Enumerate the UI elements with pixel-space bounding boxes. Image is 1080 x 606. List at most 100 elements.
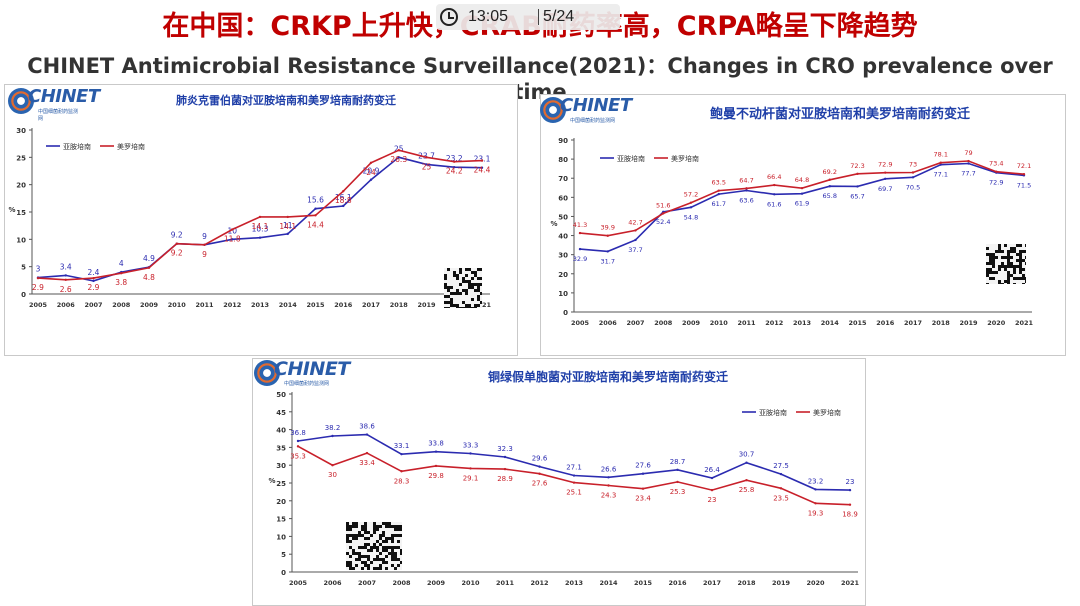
x-tick-label: 2008: [654, 319, 673, 327]
data-label: 61.7: [712, 200, 726, 208]
data-label: 64.7: [739, 176, 753, 184]
data-point: [641, 472, 645, 475]
chinet-logo-1: CHINET 中国细菌耐药监测网: [8, 86, 100, 122]
data-label: 32.3: [497, 445, 513, 453]
data-point: [369, 178, 373, 181]
data-point: [911, 176, 915, 179]
data-point: [689, 201, 693, 204]
data-point: [800, 192, 804, 195]
chart-panel-ab: 鲍曼不动杆菌对亚胺培南和美罗培南耐药变迁 0 10 20 30 40 50 60 70 80 90%…: [540, 94, 1066, 356]
data-point: [453, 165, 456, 169]
x-tick-label: 2005: [29, 301, 48, 309]
data-point: [314, 214, 317, 217]
data-label: 23.2: [446, 154, 463, 163]
data-label: 30.7: [739, 451, 755, 459]
y-tick-label: 0: [563, 309, 568, 317]
data-label: 63.6: [739, 196, 753, 204]
data-label: 72.9: [989, 179, 1003, 187]
qr-code-pa: [346, 522, 403, 570]
y-tick-label: 40: [276, 427, 286, 435]
y-tick-label: 15: [16, 209, 26, 217]
data-point: [828, 185, 831, 188]
data-point: [480, 166, 484, 169]
x-tick-label: 2011: [737, 319, 756, 327]
data-label: 73: [909, 160, 917, 168]
x-tick-label: 2018: [932, 319, 951, 327]
qr-code-ab: [986, 244, 1028, 286]
data-label: 26.3: [390, 155, 407, 164]
slide-subtitle: CHINET Antimicrobial Resistance Surveill…: [27, 54, 1053, 104]
data-label: 25: [394, 144, 404, 153]
data-point: [745, 478, 748, 482]
x-tick-label: 2014: [821, 319, 840, 327]
data-label: 2.9: [32, 283, 44, 292]
data-label: 31.7: [601, 257, 615, 265]
x-tick-label: 2010: [710, 319, 729, 327]
chart-ab: 鲍曼不动杆菌对亚胺培南和美罗培南耐药变迁 0 10 20 30 40 50 60 70 80 90%…: [540, 94, 1066, 356]
data-label: 64.8: [795, 176, 809, 184]
data-label: 42.7: [628, 218, 642, 226]
y-tick-label: 90: [558, 137, 568, 145]
data-point: [425, 163, 428, 166]
data-point: [634, 229, 637, 232]
data-label: 61.6: [767, 200, 781, 208]
x-tick-label: 2015: [306, 301, 325, 309]
data-label: 3.4: [60, 262, 72, 271]
data-label: 23.5: [773, 494, 789, 502]
data-point: [258, 236, 262, 239]
data-label: 27.6: [635, 462, 651, 470]
data-label: 4.9: [143, 254, 155, 263]
data-point: [689, 206, 693, 209]
y-tick-label: 5: [21, 264, 26, 272]
legend-label-2: 美罗培南: [117, 142, 145, 151]
legend-label-2: 美罗培南: [671, 154, 699, 163]
chinet-logo-sub: 中国细菌耐药监测网: [570, 118, 616, 124]
x-tick-label: 2011: [195, 301, 214, 309]
data-point: [939, 161, 942, 164]
data-point: [400, 452, 403, 456]
y-axis-label: %: [8, 206, 15, 214]
x-tick-label: 2007: [84, 301, 102, 309]
overlay-page: 5/24: [543, 8, 575, 25]
y-tick-label: 40: [558, 233, 568, 241]
data-label: 23: [708, 496, 717, 504]
data-label: 25.3: [670, 488, 686, 496]
data-point: [828, 178, 831, 181]
data-point: [676, 480, 679, 484]
y-tick-label: 20: [16, 182, 26, 190]
chinet-logo-text: CHINET: [274, 358, 350, 380]
data-label: 65.7: [850, 192, 864, 200]
x-tick-label: 2011: [496, 579, 515, 587]
overlay-time: 13:05: [468, 8, 509, 25]
y-tick-label: 0: [281, 569, 286, 577]
playback-overlay[interactable]: 13:05 5/24: [436, 4, 620, 30]
data-point: [676, 468, 679, 472]
data-label: 24.4: [474, 166, 491, 175]
chinet-logo-sub: 中国细菌耐药监测网: [38, 109, 79, 122]
data-point: [400, 470, 403, 473]
data-point: [175, 242, 178, 245]
data-point: [607, 476, 610, 479]
y-tick-label: 80: [558, 156, 568, 164]
data-label: 4: [119, 259, 124, 268]
x-tick-label: 2019: [417, 301, 436, 309]
data-label: 3: [36, 265, 41, 274]
data-point: [64, 278, 67, 281]
data-point: [64, 274, 67, 277]
data-point: [425, 156, 428, 159]
chinet-logo-text: CHINET: [28, 86, 100, 107]
data-label: 32.9: [573, 255, 587, 263]
data-point: [606, 234, 609, 237]
data-point: [469, 467, 472, 470]
data-label: 2.4: [88, 268, 100, 277]
x-tick-label: 2017: [703, 579, 721, 587]
y-tick-label: 10: [558, 290, 568, 298]
data-point: [911, 171, 915, 174]
data-point: [967, 159, 970, 163]
data-label: 52.4: [656, 218, 670, 226]
data-point: [939, 163, 942, 166]
data-label: 23.4: [635, 495, 651, 503]
data-label: 9: [202, 232, 207, 241]
data-point: [848, 503, 852, 506]
qr-pattern: [346, 522, 403, 570]
